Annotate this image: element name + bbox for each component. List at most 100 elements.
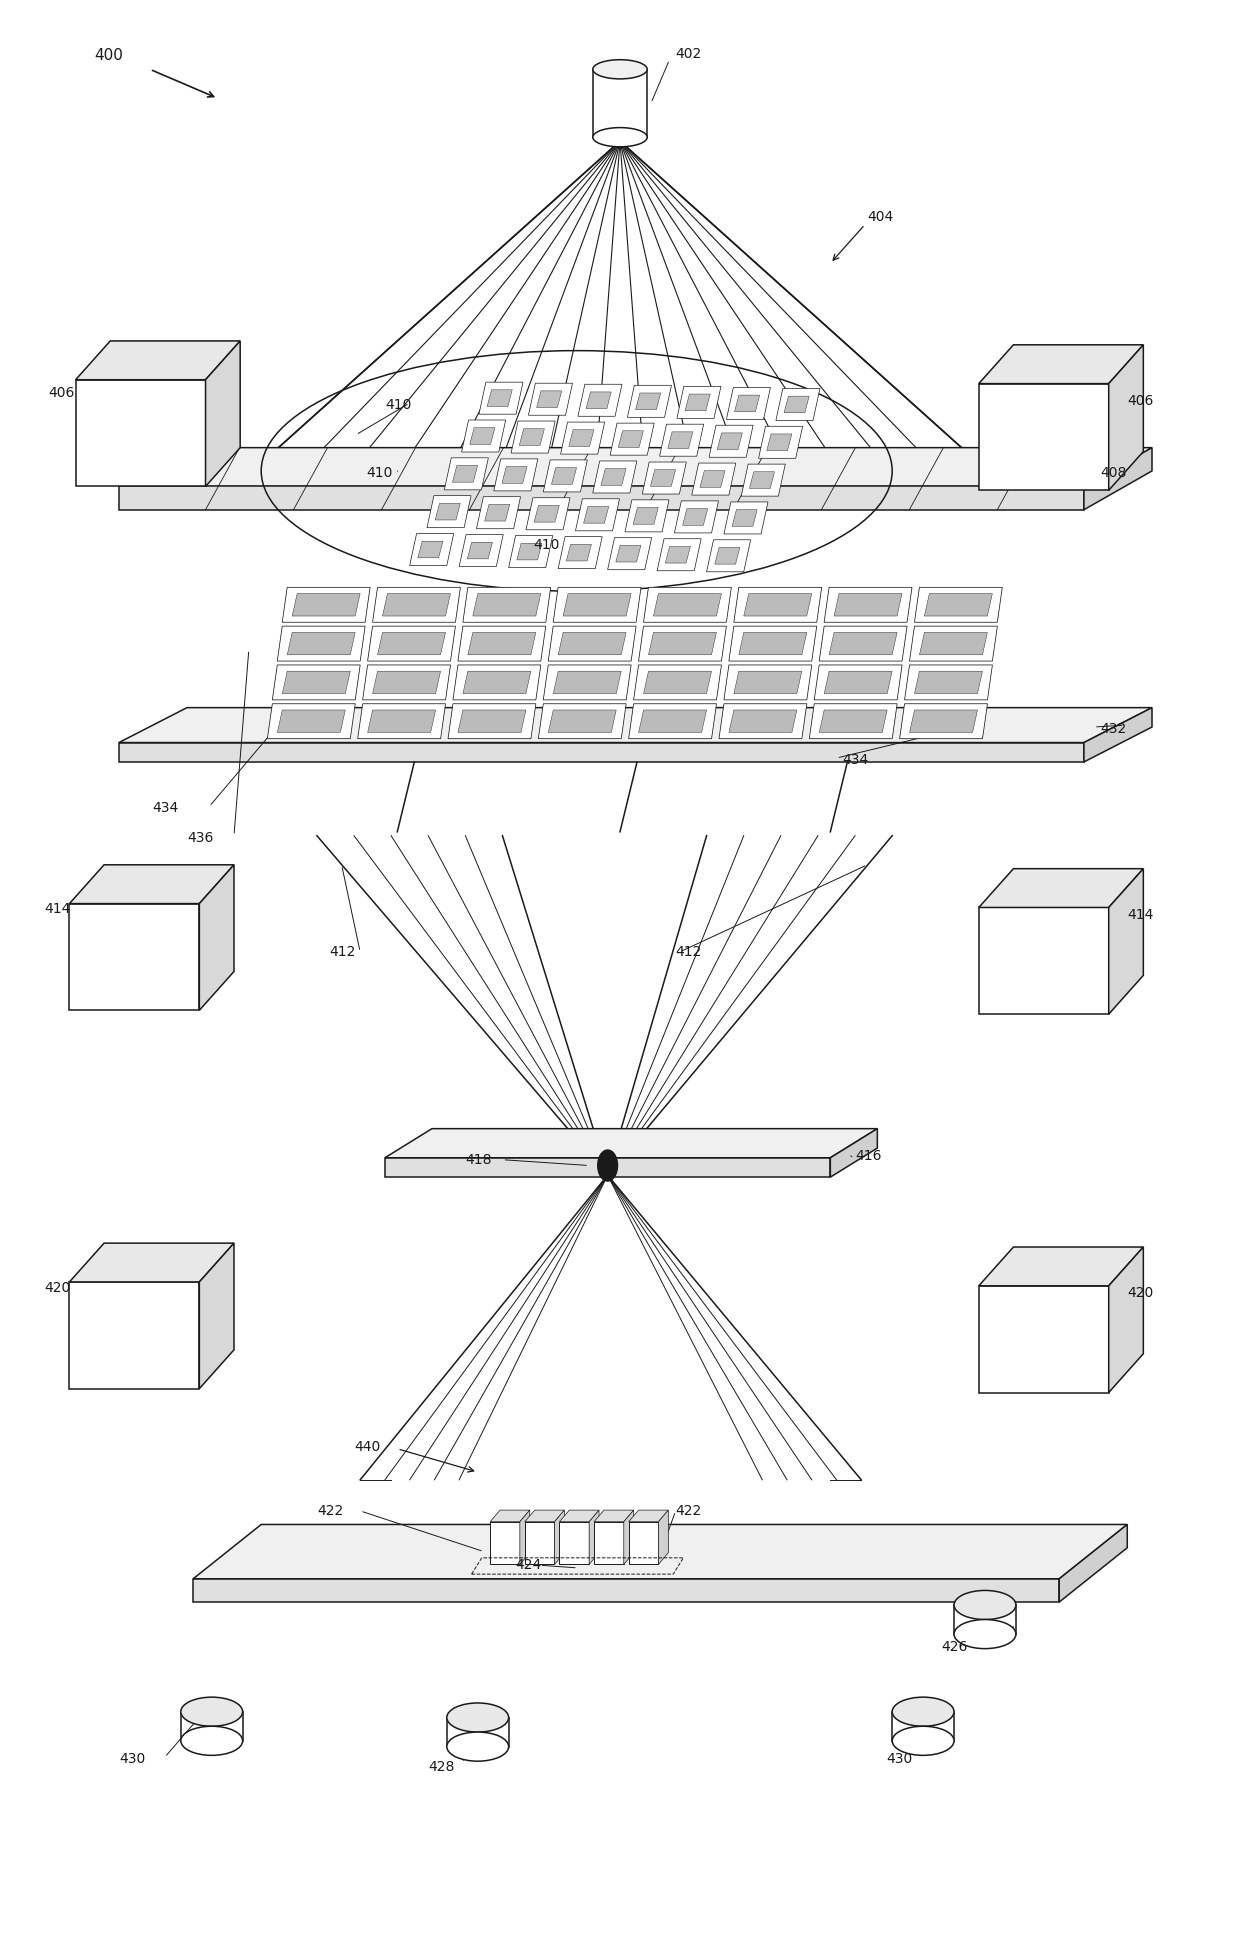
Polygon shape (520, 429, 544, 445)
Polygon shape (629, 1510, 668, 1521)
Polygon shape (525, 1510, 564, 1521)
Polygon shape (288, 631, 355, 655)
Polygon shape (627, 385, 672, 418)
Text: 414: 414 (45, 902, 71, 917)
Polygon shape (1084, 447, 1152, 509)
Polygon shape (494, 459, 538, 492)
Polygon shape (461, 420, 506, 453)
Polygon shape (978, 383, 1109, 490)
Polygon shape (485, 505, 510, 521)
Ellipse shape (181, 1696, 243, 1725)
Polygon shape (1109, 344, 1143, 490)
Polygon shape (119, 707, 1152, 742)
Polygon shape (76, 340, 241, 379)
Polygon shape (69, 1282, 200, 1389)
Polygon shape (362, 665, 450, 699)
Polygon shape (1109, 1247, 1143, 1393)
Ellipse shape (893, 1725, 954, 1755)
Polygon shape (273, 665, 360, 699)
Polygon shape (734, 670, 802, 694)
Polygon shape (749, 472, 775, 488)
Polygon shape (639, 626, 727, 661)
Text: 428: 428 (428, 1760, 455, 1774)
Polygon shape (459, 534, 503, 567)
Polygon shape (724, 501, 768, 534)
Polygon shape (910, 709, 977, 733)
Polygon shape (200, 865, 234, 1010)
Polygon shape (909, 626, 997, 661)
Polygon shape (511, 422, 556, 453)
Text: 410: 410 (533, 538, 559, 552)
Circle shape (598, 1150, 618, 1181)
Polygon shape (709, 426, 753, 457)
Polygon shape (377, 631, 445, 655)
Polygon shape (978, 1286, 1109, 1393)
Polygon shape (734, 394, 760, 412)
Polygon shape (435, 503, 460, 521)
Polygon shape (924, 593, 992, 616)
Polygon shape (734, 587, 822, 622)
Polygon shape (629, 1521, 658, 1564)
Polygon shape (666, 546, 691, 563)
Polygon shape (569, 429, 594, 447)
Polygon shape (525, 1521, 554, 1564)
Ellipse shape (954, 1591, 1016, 1620)
Polygon shape (490, 1521, 520, 1564)
Polygon shape (548, 626, 636, 661)
Text: 420: 420 (1127, 1286, 1153, 1300)
Text: 440: 440 (353, 1440, 381, 1453)
Text: 424: 424 (515, 1558, 541, 1572)
Polygon shape (543, 665, 631, 699)
Polygon shape (642, 462, 686, 494)
Polygon shape (624, 1510, 634, 1564)
Polygon shape (517, 544, 542, 560)
Polygon shape (616, 546, 641, 562)
Polygon shape (487, 391, 512, 406)
Polygon shape (619, 431, 644, 447)
Polygon shape (558, 536, 603, 569)
Polygon shape (649, 631, 717, 655)
Text: 408: 408 (1100, 466, 1126, 480)
Polygon shape (739, 631, 807, 655)
Polygon shape (76, 379, 206, 486)
Polygon shape (357, 703, 445, 738)
Polygon shape (699, 470, 725, 488)
Polygon shape (601, 468, 626, 486)
Polygon shape (978, 344, 1143, 383)
Polygon shape (559, 1510, 599, 1521)
Text: 406: 406 (48, 387, 74, 400)
Polygon shape (69, 903, 200, 1010)
Polygon shape (552, 468, 577, 484)
Polygon shape (444, 459, 489, 490)
Polygon shape (719, 703, 807, 738)
Polygon shape (490, 1510, 529, 1521)
Polygon shape (835, 593, 901, 616)
Polygon shape (610, 424, 655, 455)
Polygon shape (636, 392, 661, 410)
Polygon shape (668, 431, 693, 449)
Polygon shape (831, 1129, 878, 1177)
Polygon shape (479, 383, 523, 414)
Polygon shape (724, 665, 812, 699)
Polygon shape (463, 670, 531, 694)
Polygon shape (283, 670, 350, 694)
Polygon shape (651, 470, 676, 486)
Polygon shape (899, 703, 987, 738)
Polygon shape (520, 1510, 529, 1564)
Polygon shape (472, 593, 541, 616)
Polygon shape (766, 433, 792, 451)
Polygon shape (553, 670, 621, 694)
Text: 414: 414 (1127, 907, 1153, 923)
Ellipse shape (593, 60, 647, 80)
Polygon shape (608, 538, 652, 569)
Text: 432: 432 (1100, 723, 1126, 736)
Polygon shape (658, 1510, 668, 1564)
Polygon shape (502, 466, 527, 484)
Polygon shape (675, 501, 718, 532)
Text: 400: 400 (94, 47, 123, 62)
Polygon shape (714, 548, 740, 563)
Polygon shape (825, 587, 911, 622)
Polygon shape (593, 460, 637, 494)
Polygon shape (1059, 1525, 1127, 1603)
Text: 422: 422 (676, 1504, 702, 1517)
